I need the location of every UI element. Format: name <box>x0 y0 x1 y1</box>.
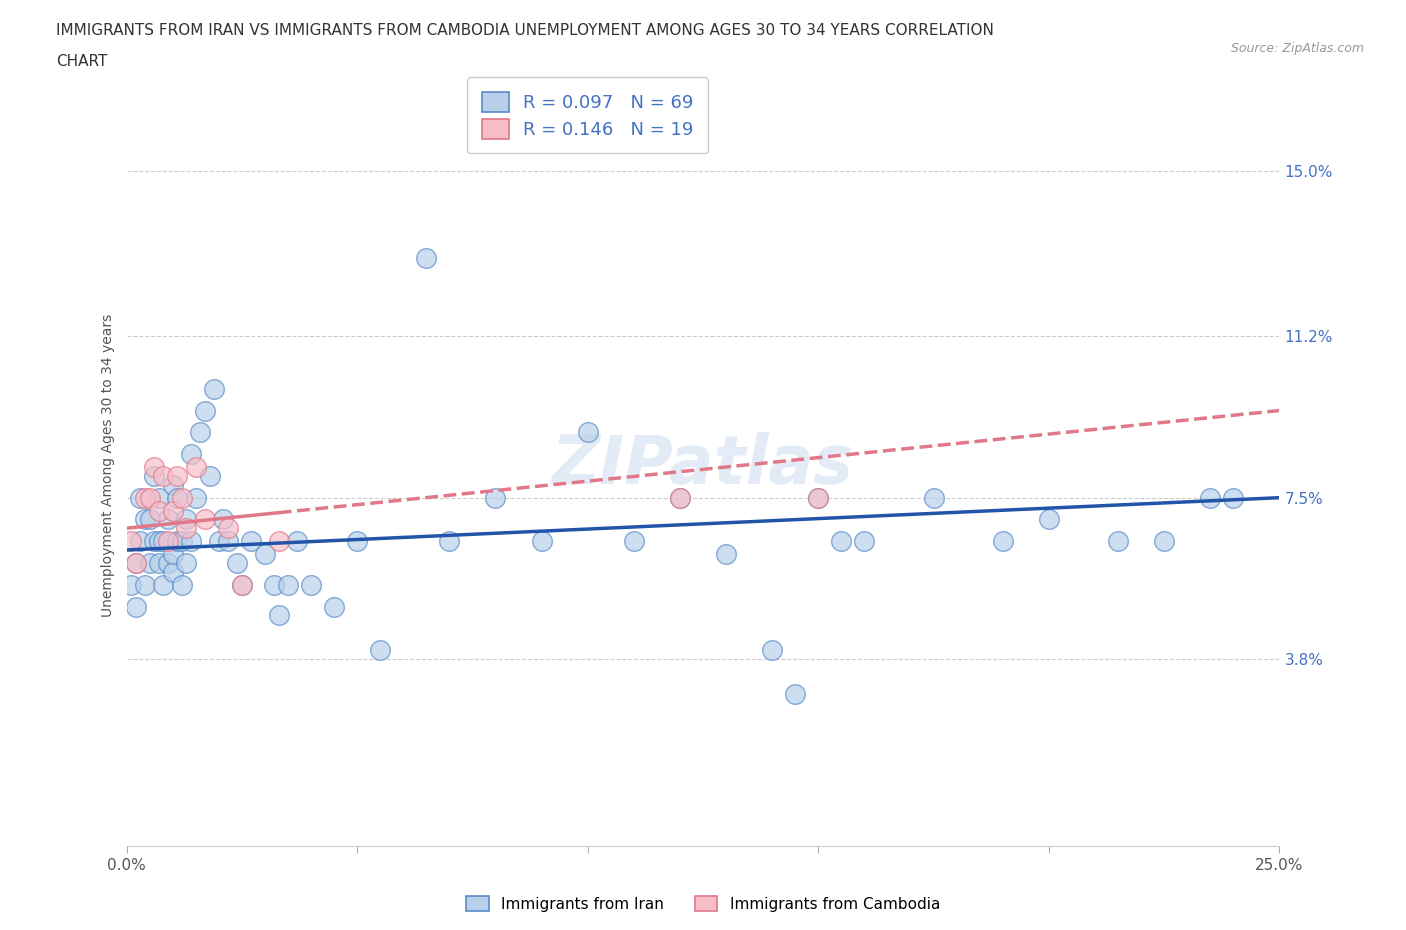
Point <box>162 503 184 518</box>
Point <box>125 599 148 614</box>
Point <box>623 534 645 549</box>
Point <box>853 534 876 549</box>
Point <box>138 555 160 570</box>
Point <box>176 521 198 536</box>
Point <box>148 503 170 518</box>
Point <box>1222 490 1244 505</box>
Point <box>761 643 783 658</box>
Point <box>148 555 170 570</box>
Point <box>148 490 170 505</box>
Point <box>120 578 142 592</box>
Point <box>212 512 235 527</box>
Point <box>152 469 174 484</box>
Point <box>125 555 148 570</box>
Point <box>143 534 166 549</box>
Point <box>991 534 1014 549</box>
Point <box>162 547 184 562</box>
Legend: R = 0.097   N = 69, R = 0.146   N = 19: R = 0.097 N = 69, R = 0.146 N = 19 <box>467 77 709 153</box>
Point <box>162 565 184 579</box>
Point <box>157 534 180 549</box>
Point <box>1107 534 1129 549</box>
Point <box>180 446 202 461</box>
Point <box>669 490 692 505</box>
Point <box>188 425 211 440</box>
Point <box>277 578 299 592</box>
Y-axis label: Unemployment Among Ages 30 to 34 years: Unemployment Among Ages 30 to 34 years <box>101 313 115 617</box>
Point <box>157 512 180 527</box>
Point <box>194 512 217 527</box>
Point <box>134 490 156 505</box>
Point <box>198 469 221 484</box>
Point <box>669 490 692 505</box>
Text: Source: ZipAtlas.com: Source: ZipAtlas.com <box>1230 42 1364 55</box>
Point <box>152 578 174 592</box>
Point <box>143 469 166 484</box>
Point <box>134 512 156 527</box>
Point <box>576 425 599 440</box>
Point <box>194 403 217 418</box>
Point <box>285 534 308 549</box>
Point <box>415 250 437 265</box>
Point <box>148 534 170 549</box>
Legend: Immigrants from Iran, Immigrants from Cambodia: Immigrants from Iran, Immigrants from Ca… <box>460 889 946 918</box>
Point <box>125 555 148 570</box>
Point <box>170 490 193 505</box>
Point <box>1038 512 1060 527</box>
Point <box>231 578 253 592</box>
Text: CHART: CHART <box>56 54 108 69</box>
Point <box>176 555 198 570</box>
Point <box>346 534 368 549</box>
Point <box>180 534 202 549</box>
Point <box>484 490 506 505</box>
Point <box>439 534 461 549</box>
Point <box>267 534 290 549</box>
Point <box>120 534 142 549</box>
Point <box>170 578 193 592</box>
Point <box>1199 490 1222 505</box>
Text: IMMIGRANTS FROM IRAN VS IMMIGRANTS FROM CAMBODIA UNEMPLOYMENT AMONG AGES 30 TO 3: IMMIGRANTS FROM IRAN VS IMMIGRANTS FROM … <box>56 23 994 38</box>
Point <box>253 547 276 562</box>
Point <box>162 477 184 492</box>
Point <box>530 534 553 549</box>
Point <box>231 578 253 592</box>
Point <box>830 534 852 549</box>
Point <box>143 459 166 474</box>
Point <box>240 534 263 549</box>
Point <box>299 578 322 592</box>
Point <box>263 578 285 592</box>
Point <box>129 534 152 549</box>
Point <box>152 534 174 549</box>
Point <box>129 490 152 505</box>
Point <box>134 578 156 592</box>
Point <box>807 490 830 505</box>
Point <box>170 534 193 549</box>
Point <box>176 512 198 527</box>
Point <box>217 521 239 536</box>
Point <box>138 512 160 527</box>
Point <box>1153 534 1175 549</box>
Point <box>807 490 830 505</box>
Point <box>922 490 945 505</box>
Point <box>166 469 188 484</box>
Point <box>785 686 807 701</box>
Point <box>138 490 160 505</box>
Point <box>714 547 737 562</box>
Point <box>368 643 391 658</box>
Point <box>226 555 249 570</box>
Point <box>208 534 231 549</box>
Point <box>166 534 188 549</box>
Point <box>157 555 180 570</box>
Point <box>217 534 239 549</box>
Point <box>184 459 207 474</box>
Point <box>184 490 207 505</box>
Point <box>267 608 290 623</box>
Point <box>166 490 188 505</box>
Text: ZIPatlas: ZIPatlas <box>553 432 853 498</box>
Point <box>202 381 225 396</box>
Point <box>323 599 346 614</box>
